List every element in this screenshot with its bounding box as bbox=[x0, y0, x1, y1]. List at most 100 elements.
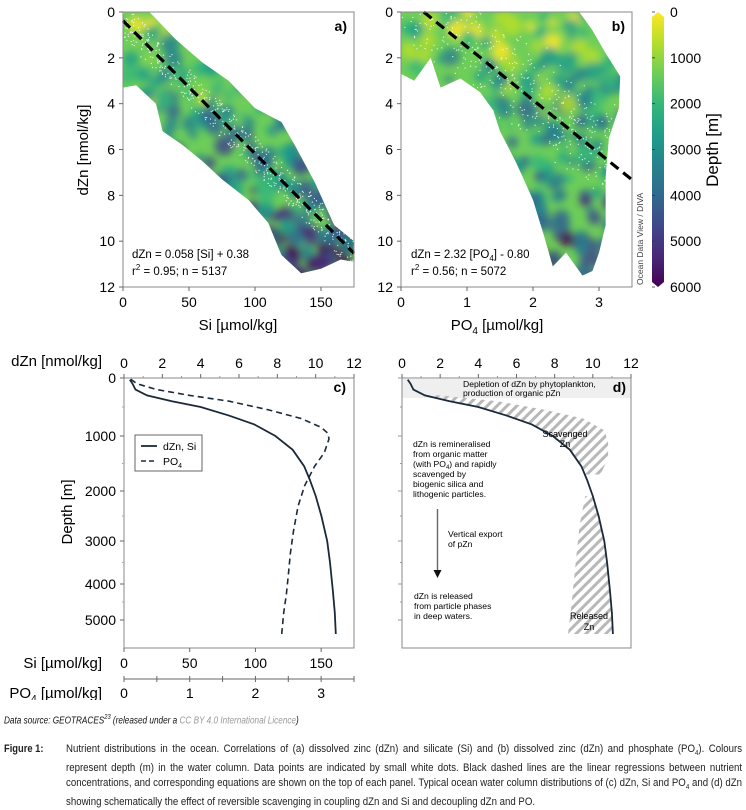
data-point bbox=[479, 70, 480, 71]
data-point bbox=[163, 43, 164, 44]
data-point bbox=[142, 36, 143, 37]
data-point bbox=[409, 10, 410, 11]
x-tick-label: 150 bbox=[309, 294, 333, 310]
data-point bbox=[165, 76, 166, 77]
data-point bbox=[611, 118, 612, 119]
data-point bbox=[282, 173, 283, 174]
data-point bbox=[579, 119, 580, 120]
data-point bbox=[623, 135, 624, 136]
depth-blob bbox=[243, 42, 252, 51]
depth-blob bbox=[310, 180, 319, 189]
data-point bbox=[258, 140, 259, 141]
depth-blob bbox=[294, 83, 303, 92]
depth-blob bbox=[426, 190, 442, 206]
depth-blob bbox=[559, 231, 574, 246]
data-point bbox=[157, 62, 158, 63]
depth-blob bbox=[616, 265, 632, 281]
data-point bbox=[524, 120, 525, 121]
depth-blob bbox=[225, 35, 234, 44]
data-point bbox=[242, 126, 243, 127]
depth-blob bbox=[397, 97, 411, 111]
data-point bbox=[267, 168, 268, 169]
data-point bbox=[511, 69, 512, 70]
depth-blob bbox=[620, 69, 633, 82]
data-point bbox=[540, 87, 541, 88]
data-point bbox=[514, 49, 515, 50]
data-point bbox=[462, 95, 463, 96]
data-point bbox=[415, 8, 416, 9]
depth-blob bbox=[582, 8, 595, 21]
data-point bbox=[586, 107, 587, 108]
data-point bbox=[439, 0, 440, 1]
data-point bbox=[592, 126, 593, 127]
depth-blob bbox=[405, 179, 419, 193]
data-point bbox=[621, 168, 622, 169]
data-point bbox=[408, 10, 409, 11]
depth-blob bbox=[165, 226, 177, 238]
depth-blob bbox=[209, 175, 220, 186]
data-point bbox=[287, 188, 288, 189]
data-point bbox=[266, 150, 267, 151]
data-point bbox=[558, 137, 559, 138]
data-point bbox=[148, 28, 149, 29]
depth-blob bbox=[441, 223, 456, 238]
depth-blob bbox=[164, 50, 183, 69]
data-point bbox=[249, 145, 250, 146]
data-point bbox=[454, 17, 455, 18]
data-point bbox=[566, 81, 567, 82]
depth-blob bbox=[431, 186, 446, 201]
depth-blob bbox=[264, 126, 272, 134]
depth-blob bbox=[138, 87, 157, 106]
data-point bbox=[324, 240, 325, 241]
data-point bbox=[161, 70, 162, 71]
depth-blob bbox=[598, 20, 609, 31]
data-point bbox=[132, 32, 133, 33]
depth-blob bbox=[440, 106, 451, 117]
depth-blob bbox=[278, 80, 295, 97]
data-point bbox=[411, 21, 412, 22]
data-point bbox=[234, 116, 235, 117]
data-point bbox=[556, 144, 557, 145]
depth-blob bbox=[597, 270, 609, 282]
data-point bbox=[447, 27, 448, 28]
depth-blob bbox=[225, 18, 232, 25]
license-link[interactable]: CC BY 4.0 International Licence bbox=[179, 715, 296, 726]
depth-blob bbox=[520, 37, 531, 48]
depth-blob bbox=[271, 36, 280, 45]
data-point bbox=[608, 209, 609, 210]
data-point bbox=[258, 170, 259, 171]
data-point bbox=[231, 147, 232, 148]
data-point bbox=[608, 179, 609, 180]
legend-entry-dzn-si: dZn, Si bbox=[163, 441, 196, 453]
data-point bbox=[506, 112, 507, 113]
depth-blob bbox=[415, 181, 427, 193]
depth-blob bbox=[220, 51, 233, 64]
data-point bbox=[319, 221, 320, 222]
depth-blob bbox=[164, 118, 178, 132]
depth-blob bbox=[425, 278, 442, 295]
data-point bbox=[142, 39, 143, 40]
data-point bbox=[142, 45, 143, 46]
data-point bbox=[597, 148, 598, 149]
depth-blob bbox=[156, 90, 174, 108]
data-point bbox=[334, 218, 335, 219]
depth-blob bbox=[558, 95, 576, 113]
data-point bbox=[561, 103, 562, 104]
data-point bbox=[174, 75, 175, 76]
data-point bbox=[512, 75, 513, 76]
panel-a-label: a) bbox=[335, 18, 347, 34]
note-line: dZn is remineralised bbox=[413, 439, 491, 449]
depth-blob bbox=[524, 213, 537, 226]
depth-blob bbox=[280, 85, 290, 95]
data-point bbox=[136, 42, 137, 43]
depth-blob bbox=[451, 173, 464, 186]
data-point bbox=[159, 67, 160, 68]
data-point bbox=[306, 210, 307, 211]
depth-blob bbox=[201, 207, 207, 213]
data-point bbox=[555, 162, 556, 163]
depth-blob bbox=[516, 99, 536, 119]
data-point bbox=[302, 191, 303, 192]
data-point bbox=[402, 17, 403, 18]
dzn-tick-label: 12 bbox=[346, 355, 362, 371]
